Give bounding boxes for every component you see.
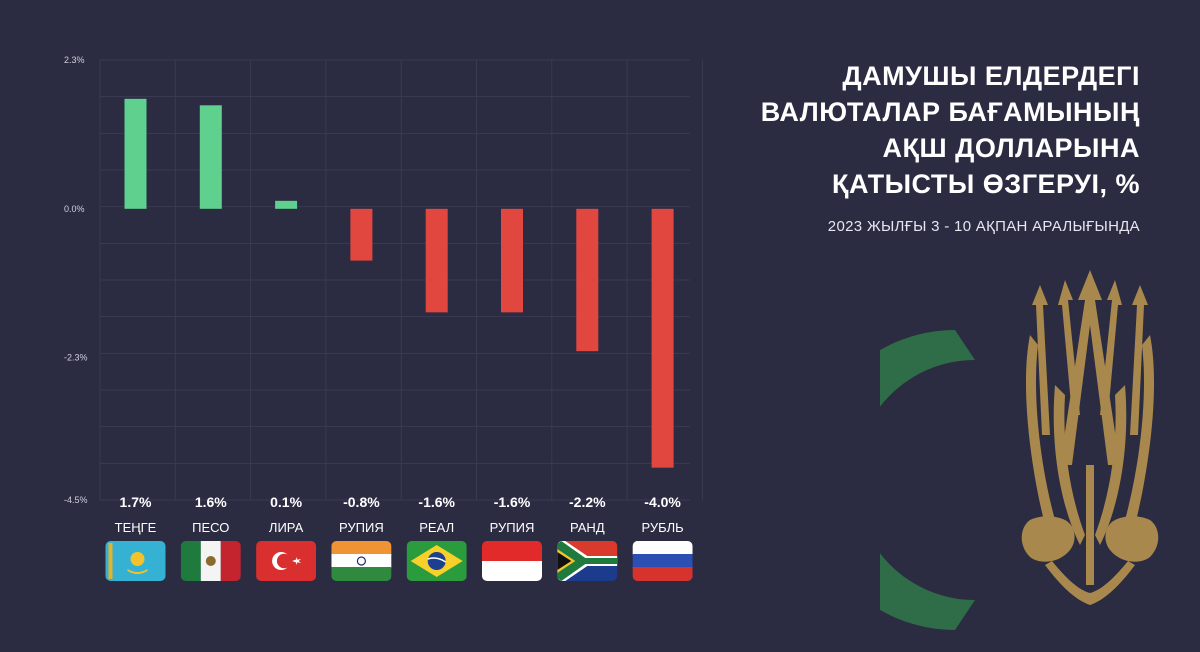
y-tick-label: 0.0% — [64, 204, 85, 214]
value-label: -4.0% — [644, 494, 681, 510]
category-label: ЛИРА — [269, 520, 304, 535]
value-label: 0.1% — [270, 494, 302, 510]
y-tick-label: -4.5% — [64, 495, 88, 505]
category-label: РУБЛЬ — [641, 520, 683, 535]
brazil-flag-icon — [406, 541, 467, 581]
value-label: -1.6% — [494, 494, 531, 510]
chart-title-line: ҚАТЫСТЫ ӨЗГЕРУІ, % — [831, 169, 1140, 199]
value-label: -2.2% — [569, 494, 606, 510]
category-label: РУПИЯ — [490, 520, 535, 535]
value-label: -1.6% — [418, 494, 455, 510]
bar — [199, 105, 222, 209]
y-tick-label: -2.3% — [64, 353, 88, 363]
chart-title-block: ДАМУШЫ ЕЛДЕРДЕГІ ВАЛЮТАЛАР БАҒАМЫНЫҢ АҚШ… — [640, 58, 1140, 235]
bar — [124, 98, 147, 209]
national-bank-emblem-icon — [880, 270, 1159, 630]
south-africa-flag-icon — [557, 541, 618, 581]
india-flag-icon — [331, 541, 392, 581]
y-tick-label: 2.3% — [64, 55, 85, 65]
bar — [350, 208, 373, 261]
kazakhstan-flag-icon — [105, 541, 166, 581]
category-label: ПЕСО — [192, 520, 229, 535]
chart-title-line: АҚШ ДОЛЛАРЫНА — [882, 133, 1140, 163]
category-label: ТЕҢГЕ — [115, 520, 157, 535]
indonesia-flag-icon — [482, 541, 542, 581]
bar — [501, 208, 523, 313]
chart-title-line: ВАЛЮТАЛАР БАҒАМЫНЫҢ — [760, 97, 1140, 127]
value-label: 1.7% — [120, 494, 152, 510]
bar — [425, 208, 448, 313]
value-label: 1.6% — [195, 494, 227, 510]
chart-title-line: ДАМУШЫ ЕЛДЕРДЕГІ — [842, 61, 1140, 91]
category-label: РЕАЛ — [419, 520, 454, 535]
category-label: РАНД — [570, 520, 605, 535]
chart-subtitle: 2023 ЖЫЛҒЫ 3 - 10 АҚПАН АРАЛЫҒЫНДА — [827, 218, 1140, 235]
category-label: РУПИЯ — [339, 520, 384, 535]
bar — [275, 200, 298, 209]
mexico-flag-icon — [180, 541, 241, 581]
turkey-flag-icon — [256, 541, 317, 581]
bar — [576, 208, 599, 352]
russia-flag-icon — [632, 541, 693, 581]
value-label: -0.8% — [343, 494, 380, 510]
bar — [651, 208, 674, 468]
